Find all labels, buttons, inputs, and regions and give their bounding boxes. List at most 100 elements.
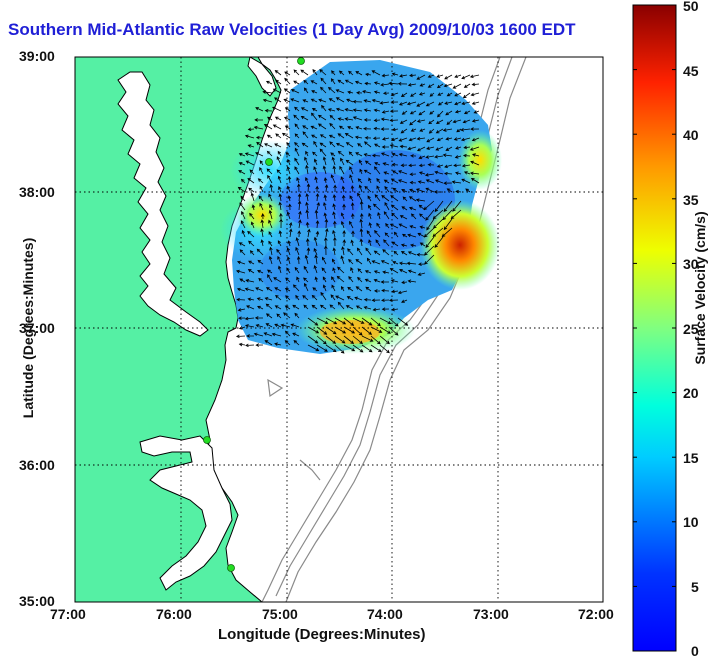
station-4[interactable] <box>227 564 235 572</box>
velocity-arrow <box>361 335 374 342</box>
station-3[interactable] <box>203 436 211 444</box>
velocity-arrow <box>443 83 453 88</box>
velocity-arrow <box>368 212 372 220</box>
velocity-arrow <box>364 185 372 193</box>
velocity-arrow <box>268 231 273 238</box>
velocity-arrow <box>322 276 327 283</box>
velocity-arrow <box>342 230 346 238</box>
velocity-arrow <box>238 170 246 175</box>
velocity-arrow <box>286 166 291 175</box>
velocity-arrow <box>442 128 453 132</box>
velocity-arrow <box>305 221 310 229</box>
velocity-arrow <box>351 230 355 237</box>
velocity-arrow <box>408 137 417 142</box>
velocity-arrow <box>347 286 354 292</box>
velocity-arrow <box>446 92 453 97</box>
velocity-arrow <box>344 117 354 121</box>
velocity-arrow <box>363 118 372 122</box>
velocity-arrow <box>429 92 435 97</box>
velocity-arrow <box>274 116 282 121</box>
velocity-arrow <box>385 223 390 229</box>
velocity-arrow <box>399 144 408 149</box>
velocity-arrow <box>424 173 435 177</box>
velocity-arrow <box>235 334 246 339</box>
velocity-arrow <box>256 248 264 256</box>
velocity-arrow <box>368 177 372 184</box>
velocity-arrow <box>401 233 408 238</box>
velocity-arrow <box>359 218 363 229</box>
velocity-arrow <box>260 219 265 229</box>
velocity-arrow <box>315 185 319 193</box>
velocity-arrow <box>257 259 264 265</box>
station-2[interactable] <box>265 158 273 166</box>
velocity-arrow <box>434 236 444 248</box>
velocity-arrow <box>352 344 364 353</box>
station-1[interactable] <box>297 57 305 65</box>
velocity-arrow <box>382 162 390 166</box>
velocity-arrow <box>283 88 291 94</box>
velocity-arrow <box>454 92 462 97</box>
velocity-arrow <box>341 246 345 256</box>
velocity-arrow <box>454 74 462 78</box>
velocity-arrow <box>274 69 282 76</box>
velocity-arrow <box>356 247 363 256</box>
velocity-arrow <box>305 193 310 202</box>
velocity-arrow <box>265 287 273 292</box>
velocity-arrow <box>303 265 309 274</box>
velocity-arrow <box>319 134 327 139</box>
velocity-arrow <box>322 256 327 265</box>
velocity-arrow <box>287 195 292 202</box>
velocity-arrow <box>371 70 381 76</box>
velocity-arrow <box>471 101 480 105</box>
velocity-arrow <box>364 160 372 166</box>
velocity-arrow <box>374 143 381 148</box>
velocity-arrow <box>406 261 417 266</box>
velocity-arrow <box>244 134 255 139</box>
velocity-arrow <box>381 145 389 149</box>
velocity-arrow <box>319 148 327 157</box>
velocity-arrow <box>337 150 345 157</box>
velocity-arrow <box>261 213 265 220</box>
velocity-arrow <box>354 80 363 85</box>
velocity-arrow <box>259 166 264 175</box>
velocity-arrow <box>253 125 264 130</box>
velocity-arrow <box>325 335 337 344</box>
velocity-arrow <box>244 316 255 321</box>
velocity-arrow <box>460 137 471 142</box>
velocity-arrow <box>323 177 328 184</box>
velocity-arrow <box>451 180 462 184</box>
velocity-arrow <box>380 260 390 265</box>
velocity-arrow <box>416 252 426 257</box>
velocity-arrow <box>248 260 255 265</box>
velocity-arrow <box>461 178 471 184</box>
velocity-arrow <box>392 261 399 265</box>
velocity-arrow <box>377 212 381 220</box>
velocity-arrow <box>427 163 435 167</box>
velocity-arrow <box>461 74 471 80</box>
velocity-arrow <box>311 90 318 94</box>
velocity-arrow <box>436 164 444 168</box>
velocity-arrow <box>471 119 480 123</box>
velocity-arrow <box>257 178 264 184</box>
velocity-arrow <box>398 153 408 157</box>
velocity-arrow <box>419 128 426 132</box>
velocity-arrow <box>348 259 354 265</box>
velocity-arrow <box>434 200 444 213</box>
velocity-arrow <box>357 268 363 274</box>
velocity-arrow <box>264 340 273 346</box>
velocity-arrow <box>373 108 381 113</box>
velocity-arrow <box>373 90 381 94</box>
colorbar-tick-label: 0 <box>691 643 699 659</box>
velocity-arrow <box>346 98 354 103</box>
velocity-arrow <box>276 248 282 256</box>
velocity-arrow <box>357 192 363 202</box>
velocity-arrow <box>417 180 426 184</box>
ytick-label: 37:00 <box>19 320 55 336</box>
velocity-arrow <box>350 185 355 193</box>
velocity-arrow <box>442 153 453 158</box>
velocity-arrow <box>277 240 282 247</box>
velocity-arrow <box>364 136 372 140</box>
velocity-arrow <box>461 163 471 168</box>
velocity-arrow <box>388 317 399 327</box>
velocity-arrow <box>370 335 381 345</box>
